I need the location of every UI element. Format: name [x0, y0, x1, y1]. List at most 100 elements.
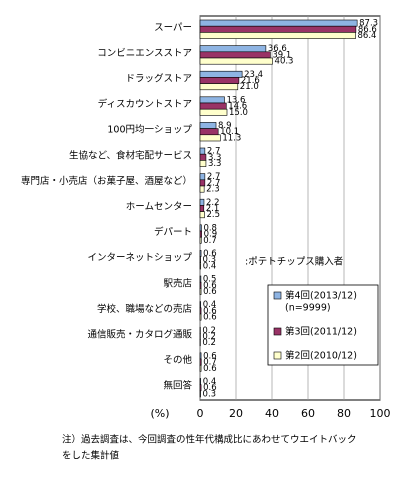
- value-label: 0.2: [202, 338, 216, 348]
- bar: [199, 160, 207, 167]
- value-label: 3.3: [208, 153, 222, 163]
- annotation: :ポテトチップス購入者: [245, 256, 343, 268]
- value-label: 0.8: [203, 223, 217, 233]
- category-label: ホームセンター: [126, 202, 192, 213]
- value-label: 2.7: [207, 172, 221, 182]
- value-label: 2.7: [207, 147, 221, 157]
- value-label: 2.2: [206, 198, 220, 208]
- bar: [199, 153, 207, 161]
- value-label: 8.9: [218, 121, 232, 131]
- value-label: 36.6: [268, 44, 287, 54]
- value-label: 0.6: [203, 281, 217, 291]
- value-label: 0.6: [203, 249, 217, 259]
- x-tick-label: 20: [229, 407, 243, 420]
- footnote: をした集計値: [62, 450, 120, 462]
- bar: [199, 19, 358, 27]
- value-label: 23.4: [244, 70, 263, 80]
- category-label: 生協など、食材宅配サービス: [69, 149, 192, 161]
- value-label: 0.6: [203, 287, 217, 297]
- value-label: 0.4: [203, 300, 217, 310]
- footnote: 注）過去調査は、今回調査の性年代構成比にあわせてウエイトバック: [62, 434, 357, 446]
- bar: [199, 256, 201, 264]
- bar: [199, 70, 243, 78]
- bar: [199, 352, 202, 360]
- value-label: 39.1: [272, 50, 291, 60]
- bar: [199, 77, 240, 84]
- value-label: 0.5: [203, 275, 217, 285]
- bar: [199, 45, 267, 53]
- category-label: スーパー: [154, 22, 192, 33]
- bar: [199, 185, 205, 193]
- value-label: 0.4: [203, 377, 217, 387]
- bar: [199, 390, 201, 398]
- bar: [199, 236, 202, 244]
- value-label: 2.5: [207, 210, 221, 220]
- category-label: 通信販売・カタログ通販: [87, 329, 192, 341]
- bar: [199, 179, 206, 187]
- bar: [199, 25, 357, 33]
- legend-swatch: [273, 327, 282, 336]
- bar: [199, 83, 239, 91]
- category-label: コンビニエンスストア: [97, 48, 192, 59]
- value-label: 0.6: [203, 364, 217, 374]
- bar: [199, 173, 206, 181]
- bar: [199, 128, 219, 136]
- bar: [199, 364, 202, 372]
- bar: [199, 147, 206, 155]
- bar: [199, 281, 202, 289]
- bar: [199, 262, 202, 270]
- category-label: 学校、職場などの売店: [97, 303, 192, 315]
- x-tick-label: 100: [370, 407, 391, 420]
- value-label: 11.3: [222, 133, 241, 143]
- bar: [199, 102, 227, 110]
- value-label: 21.0: [240, 82, 259, 92]
- category-label: 無回答: [163, 380, 192, 392]
- value-label: 3.3: [208, 159, 222, 169]
- bar: [199, 32, 356, 39]
- legend-box: [267, 284, 379, 366]
- value-label: 13.6: [226, 95, 245, 105]
- value-label: 2.1: [206, 204, 220, 214]
- bar: [199, 313, 202, 321]
- value-label: 0.6: [203, 313, 217, 323]
- value-label: 21.6: [241, 76, 260, 86]
- x-tick-label: 40: [265, 407, 279, 420]
- value-label: 15.0: [229, 108, 248, 118]
- value-label: 0.6: [203, 306, 217, 316]
- bar: [199, 224, 202, 232]
- value-label: 10.1: [220, 127, 239, 137]
- x-axis-label: (%): [150, 407, 169, 420]
- bar: [199, 57, 273, 65]
- value-label: 0.7: [203, 358, 217, 368]
- category-label: 100円均一ショップ: [107, 124, 192, 136]
- bar: [199, 301, 202, 309]
- category-label: インターネットショップ: [87, 253, 192, 264]
- value-label: 0.2: [202, 326, 216, 336]
- bar: [199, 205, 205, 212]
- bar: [199, 198, 205, 206]
- bar: [199, 108, 228, 116]
- value-label: 0.6: [203, 383, 217, 393]
- bar: [199, 211, 205, 219]
- bar: [199, 230, 202, 238]
- bar: [199, 275, 202, 283]
- category-label: デパート: [154, 226, 192, 238]
- bar: [199, 384, 202, 392]
- bar: [199, 250, 202, 257]
- bar: [199, 378, 202, 385]
- value-label: 0.3: [203, 255, 217, 265]
- legend-label: 第4回(2013/12): [285, 290, 357, 302]
- category-label: ディスカウントストア: [98, 98, 192, 110]
- bar: [199, 134, 221, 142]
- value-label: 0.7: [203, 236, 217, 246]
- category-label: その他: [163, 354, 192, 366]
- x-tick-label: 80: [337, 407, 351, 420]
- bar: [199, 51, 271, 59]
- bar: [199, 307, 202, 315]
- category-label: 専門店・小売店（お菓子屋、酒屋など）: [21, 175, 192, 187]
- value-label: 2.7: [207, 178, 221, 188]
- bar: [199, 288, 202, 295]
- value-label: 0.6: [203, 351, 217, 361]
- value-label: 40.3: [275, 57, 294, 67]
- bar: [199, 122, 217, 129]
